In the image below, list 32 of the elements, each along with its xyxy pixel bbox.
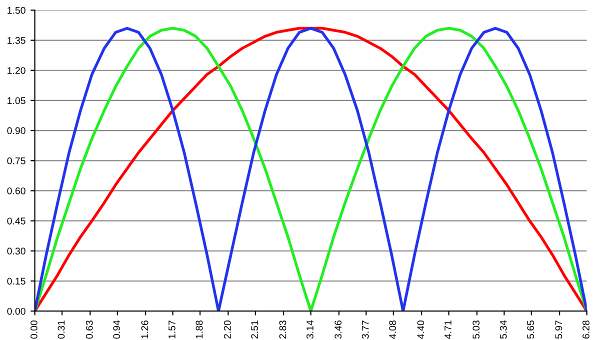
- x-tick-label: 1.26: [141, 320, 148, 338]
- y-tick-label: 1.20: [8, 67, 26, 74]
- x-tick-label: 1.88: [196, 320, 203, 338]
- x-tick-label: 3.14: [306, 320, 314, 339]
- x-tick-label: 0.94: [113, 320, 120, 339]
- y-tick-label: 1.50: [8, 6, 26, 14]
- x-tick-label: 4.08: [389, 320, 396, 339]
- y-tick-label: 0.60: [7, 187, 26, 194]
- x-tick-label: 3.46: [334, 320, 342, 339]
- y-tick-label: 0.30: [7, 248, 26, 255]
- x-tick-label: 5.97: [555, 320, 562, 339]
- y-tick-label: 1.35: [8, 37, 26, 44]
- x-tick-label: 4.40: [417, 320, 424, 339]
- x-tick-label: 2.20: [224, 320, 231, 339]
- x-tick-label: 4.71: [444, 320, 452, 339]
- x-tick-label: 5.03: [472, 320, 480, 339]
- y-tick-label: 0.15: [7, 278, 26, 285]
- x-tick-label: 0.00: [30, 320, 38, 339]
- x-tick-label: 0.31: [58, 320, 65, 339]
- y-tick-label: 0.90: [7, 127, 26, 134]
- y-tick-label: 0.00: [7, 308, 26, 315]
- x-tick-label: 2.51: [251, 320, 258, 339]
- x-tick-label: 2.83: [279, 320, 286, 339]
- x-tick-label: 5.65: [527, 320, 534, 339]
- y-tick-label: 1.05: [8, 97, 26, 104]
- x-tick-label: 6.28: [582, 320, 590, 339]
- y-tick-label: 0.75: [7, 157, 26, 164]
- x-tick-label: 5.34: [500, 320, 507, 339]
- x-tick-label: 0.63: [86, 320, 93, 339]
- y-tick-label: 0.45: [7, 218, 26, 224]
- x-tick-label: 3.77: [362, 320, 369, 339]
- x-tick-label: 1.57: [168, 320, 176, 338]
